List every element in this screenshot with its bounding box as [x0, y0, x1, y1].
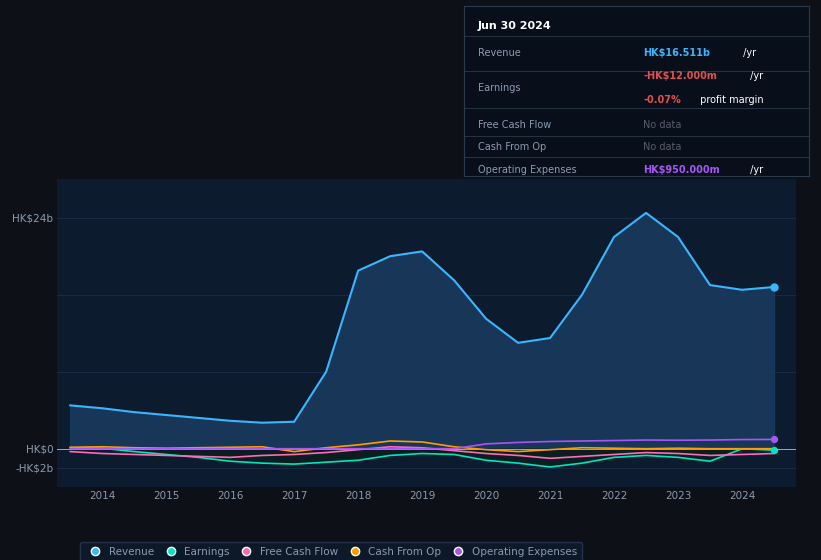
Text: No data: No data [643, 142, 681, 152]
Text: -0.07%: -0.07% [643, 95, 681, 105]
Text: Free Cash Flow: Free Cash Flow [478, 120, 551, 130]
Text: profit margin: profit margin [696, 95, 764, 105]
Point [768, 435, 781, 444]
Text: /yr: /yr [746, 71, 763, 81]
Text: Jun 30 2024: Jun 30 2024 [478, 21, 552, 31]
Text: Earnings: Earnings [478, 82, 521, 92]
Text: Cash From Op: Cash From Op [478, 142, 546, 152]
Legend: Revenue, Earnings, Free Cash Flow, Cash From Op, Operating Expenses: Revenue, Earnings, Free Cash Flow, Cash … [80, 542, 582, 560]
Text: Operating Expenses: Operating Expenses [478, 165, 576, 175]
Text: /yr: /yr [740, 48, 756, 58]
Text: HK$16.511b: HK$16.511b [643, 48, 710, 58]
Text: -HK$12.000m: -HK$12.000m [643, 71, 717, 81]
Text: HK$950.000m: HK$950.000m [643, 165, 720, 175]
Text: No data: No data [643, 120, 681, 130]
Point [768, 282, 781, 291]
Text: /yr: /yr [746, 165, 763, 175]
Text: Revenue: Revenue [478, 48, 521, 58]
Point [768, 446, 781, 455]
